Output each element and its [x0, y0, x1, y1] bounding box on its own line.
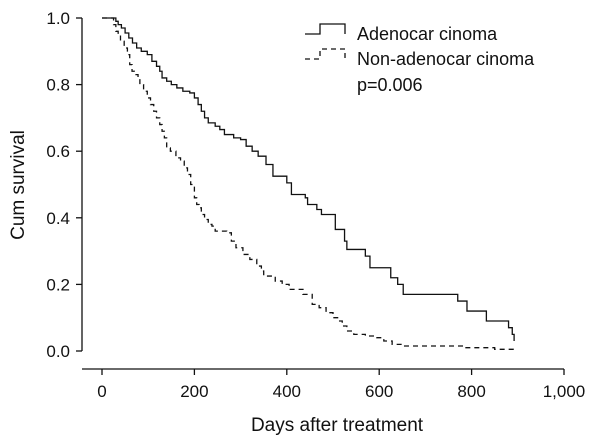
- x-tick-label: 1,000: [543, 382, 586, 401]
- x-ticks: 0 200 400 600 800 1,000: [97, 369, 585, 401]
- p-value-annotation: p=0.006: [357, 75, 423, 95]
- legend-solid-swatch: [305, 23, 346, 35]
- legend: Adenocar cinoma Non-adenocar cinoma p=0.…: [305, 23, 535, 95]
- series-line-non-adenocarcinoma: [102, 17, 514, 351]
- y-tick-label: 1.0: [46, 9, 70, 28]
- x-tick-label: 400: [273, 382, 301, 401]
- y-ticks: 0.0 0.2 0.4 0.6 0.8 1.0: [46, 9, 82, 361]
- y-tick-label: 0.0: [46, 342, 70, 361]
- x-tick-label: 800: [457, 382, 485, 401]
- x-tick-label: 200: [180, 382, 208, 401]
- x-axis-title: Days after treatment: [251, 415, 424, 436]
- y-tick-label: 0.2: [46, 275, 70, 294]
- legend-label-non-adenocarcinoma: Non-adenocar cinoma: [357, 49, 535, 69]
- y-tick-label: 0.8: [46, 76, 70, 95]
- series-layer: [102, 17, 515, 351]
- x-tick-label: 600: [365, 382, 393, 401]
- x-tick-label: 0: [97, 382, 106, 401]
- legend-label-adenocarcinoma: Adenocar cinoma: [357, 24, 498, 44]
- axes: [81, 18, 564, 370]
- y-tick-label: 0.6: [46, 142, 70, 161]
- legend-dashed-swatch: [305, 48, 346, 60]
- y-tick-label: 0.4: [46, 209, 70, 228]
- series-line-adenocarcinoma: [102, 17, 515, 342]
- y-axis-title: Cum survival: [8, 130, 29, 240]
